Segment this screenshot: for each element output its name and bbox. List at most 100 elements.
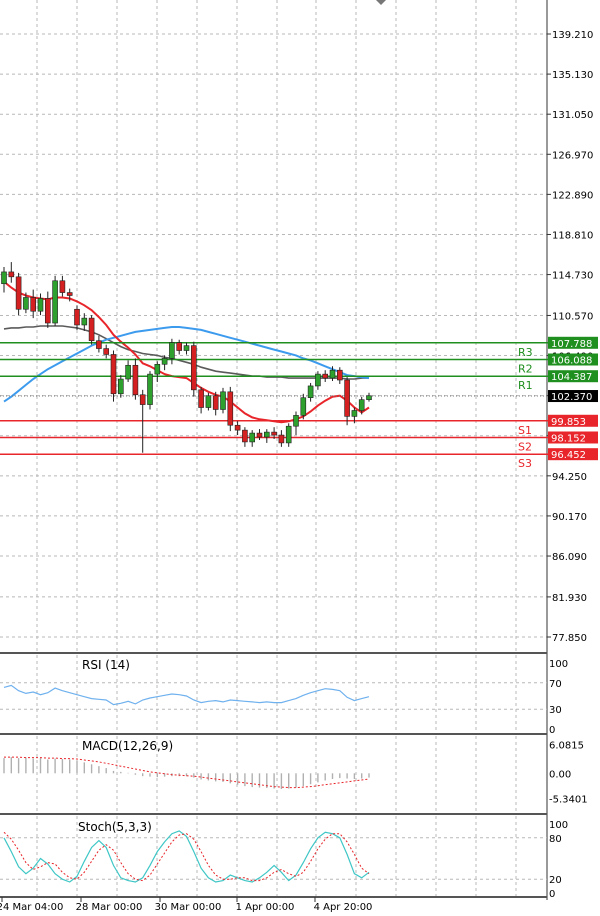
candle-body — [74, 308, 80, 326]
price-tick-label: 77.850 — [552, 633, 587, 644]
pivot-tag-r3: R3 — [518, 346, 533, 359]
candle-body — [336, 369, 343, 381]
stoch-d-line — [3, 831, 370, 882]
rsi-tick-label: 70 — [549, 679, 562, 690]
pivot-tag-s1: S1 — [518, 424, 532, 437]
price-tick-label: 126.970 — [552, 150, 593, 161]
candle-body — [96, 340, 102, 349]
stoch-k-line — [3, 830, 370, 883]
candle-body — [263, 431, 270, 438]
candle-body — [132, 364, 139, 396]
candles-layer — [1, 262, 372, 453]
pivot-tag-s2: S2 — [518, 440, 532, 453]
candle-body — [147, 373, 153, 405]
price-axis-layer: 139.210 135.130 131.050 126.970 122.890 118.8… — [547, 30, 598, 644]
candle-body — [220, 391, 226, 410]
candle-body — [212, 395, 219, 410]
pivot-price-label: 104.387 — [551, 372, 592, 383]
candle-body — [183, 345, 190, 351]
candle-body — [154, 363, 161, 375]
time-tick-label: 24 Mar 04:00 — [0, 902, 63, 913]
time-axis-layer: 24 Mar 04:00 28 Mar 00:00 30 Mar 00:00 1 Ap… — [0, 897, 372, 913]
candle-body — [103, 348, 109, 355]
candle-body — [307, 385, 314, 399]
candle-body — [278, 434, 285, 444]
rsi-tick-label: 30 — [549, 705, 562, 716]
ma-blue-line — [3, 326, 370, 403]
candle-body — [66, 292, 73, 296]
price-tick-label: 86.090 — [552, 552, 587, 563]
current-price-label: 102.370 — [551, 392, 592, 403]
stoch-tick-label: 20 — [549, 875, 562, 886]
pivot-price-box — [548, 336, 598, 349]
candle-body — [110, 354, 117, 395]
price-tick-label: 114.730 — [552, 271, 593, 282]
pivot-price-label: 106.088 — [551, 355, 592, 366]
price-tick-label: 90.170 — [552, 512, 587, 523]
price-tick-label: 122.890 — [552, 190, 593, 201]
candle-body — [242, 429, 248, 443]
candle-body — [271, 431, 277, 436]
rsi-title: RSI (14) — [82, 658, 130, 672]
pivot-price-box — [548, 414, 598, 427]
candle-body — [1, 271, 7, 285]
candle-body — [8, 271, 15, 278]
ma-red-line — [3, 280, 370, 424]
candle-body — [191, 345, 197, 391]
candle-body — [88, 317, 95, 342]
macd-title: MACD(12,26,9) — [82, 739, 173, 753]
candle-body — [300, 397, 307, 416]
stoch-tick-label: 100 — [549, 820, 568, 831]
stoch-tick-label: 0 — [549, 889, 555, 900]
pivot-tag-r2: R2 — [518, 362, 533, 375]
price-tick-label: 139.210 — [552, 30, 593, 41]
candle-body — [198, 389, 204, 408]
current-price-box — [548, 390, 598, 403]
pivot-price-label: 96.452 — [551, 450, 586, 461]
candle-body — [351, 410, 358, 417]
pivot-level-layer: R3 R2 R1 S1 S2 S3 — [0, 342, 549, 470]
candle-body — [358, 399, 365, 411]
macd-tick-label: 6.0815 — [549, 740, 584, 751]
candle-body — [44, 298, 51, 324]
pivot-price-box — [548, 448, 598, 461]
candle-body — [118, 378, 124, 395]
candle-body — [176, 342, 182, 351]
candle-body — [227, 391, 234, 426]
candle-body — [15, 276, 22, 310]
time-tick-label: 28 Mar 00:00 — [76, 902, 143, 913]
candle-body — [234, 424, 241, 431]
price-tick-label: 135.130 — [552, 70, 593, 81]
candle-body — [37, 298, 44, 312]
candle-body — [169, 342, 175, 359]
candle-body — [249, 432, 255, 443]
macd-tick-label: 0.00 — [549, 769, 571, 780]
pivot-price-label: 107.788 — [551, 339, 592, 350]
grid-layer — [0, 0, 548, 900]
candle-body — [285, 425, 292, 444]
pivot-tag-s3: S3 — [518, 457, 532, 470]
candle-body — [161, 358, 168, 365]
candle-body — [81, 317, 88, 326]
candle-body — [329, 369, 336, 379]
candle-body — [205, 395, 212, 408]
time-tick-label: 30 Mar 00:00 — [155, 902, 222, 913]
price-tick-label: 131.050 — [552, 110, 593, 121]
time-tick-label: 1 Apr 00:00 — [236, 902, 295, 913]
candle-body — [366, 395, 372, 400]
price-tick-label: 118.810 — [552, 230, 593, 241]
price-tick-label: 81.930 — [552, 593, 587, 604]
pivot-tag-r1: R1 — [518, 379, 533, 392]
price-tick-label: 110.570 — [552, 311, 593, 322]
price-tick-label: 94.250 — [552, 472, 587, 483]
scroll-marker-icon — [376, 0, 386, 5]
macd-tick-label: -5.3401 — [549, 795, 588, 806]
candle-body — [293, 415, 299, 427]
macd-signal-line — [4, 756, 370, 789]
time-tick-label: 4 Apr 20:00 — [314, 902, 373, 913]
pivot-price-box — [548, 431, 598, 444]
candle-body — [52, 280, 58, 324]
candle-body — [256, 432, 263, 438]
candle-body — [315, 373, 321, 387]
